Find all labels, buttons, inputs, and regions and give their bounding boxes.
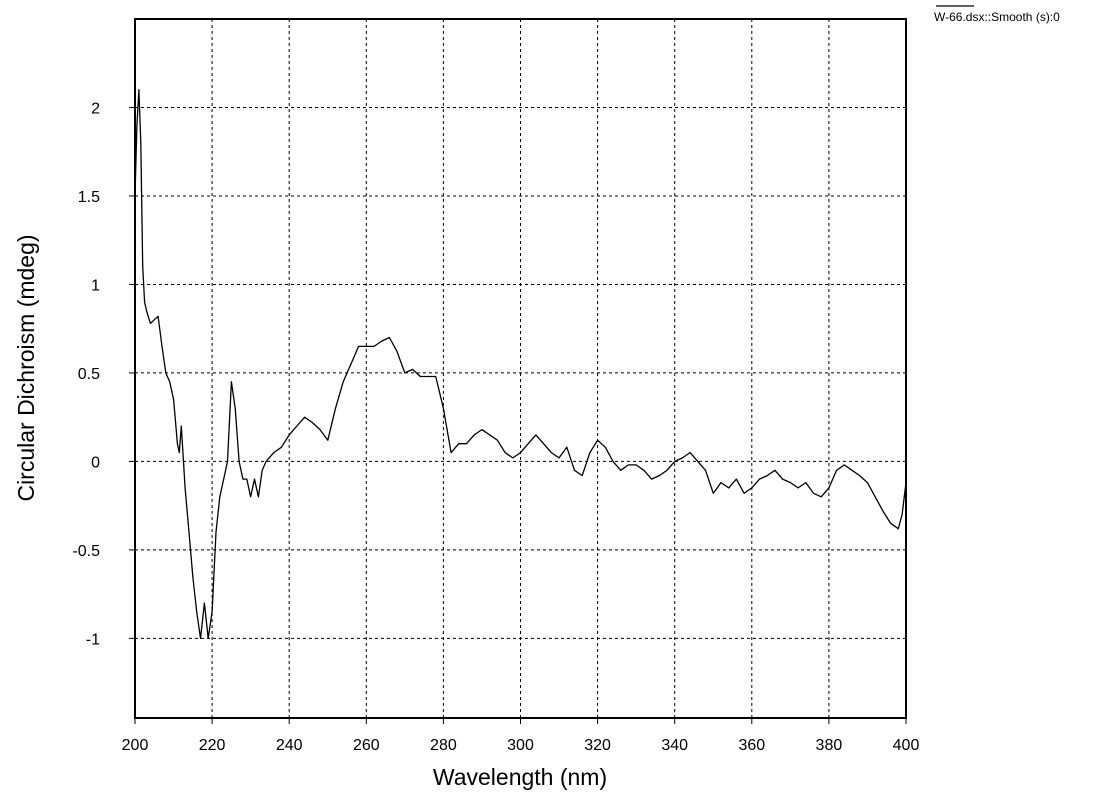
x-tick-label: 200: [122, 737, 149, 754]
y-tick-label: -0.5: [72, 543, 100, 560]
x-tick-label: 360: [738, 737, 765, 754]
x-tick-label: 320: [584, 737, 611, 754]
x-tick-label: 400: [893, 737, 920, 754]
x-tick-label: 340: [661, 737, 688, 754]
legend-series-label: W-66.dsx::Smooth (s):0: [934, 10, 1060, 24]
x-tick-label: 220: [199, 737, 226, 754]
x-tick-label: 260: [353, 737, 380, 754]
x-tick-label: 380: [816, 737, 843, 754]
y-tick-label: 0.5: [78, 366, 100, 383]
series-layer: [134, 89, 907, 640]
x-tick-label: 280: [430, 737, 457, 754]
x-tick-label: 300: [507, 737, 534, 754]
y-tick-label: 1: [91, 277, 100, 294]
x-axis-ticks: 200 220 240 260 280 300 320 340 360 380 400: [122, 718, 920, 754]
y-tick-label: 2: [91, 100, 100, 117]
y-axis-ticks: -1 -0.5 0 0.5 1 1.5 2: [72, 100, 135, 648]
y-tick-label: 1.5: [78, 189, 100, 206]
y-axis-title: Circular Dichroism (mdeg): [13, 234, 39, 501]
x-tick-label: 240: [276, 737, 303, 754]
x-axis-title: Wavelength (nm): [433, 764, 607, 790]
y-tick-label: -1: [86, 631, 100, 648]
grid-lines: [135, 19, 906, 718]
series-line-0: [134, 89, 907, 640]
legend: W-66.dsx::Smooth (s):0: [934, 5, 1060, 24]
y-tick-label: 0: [91, 454, 100, 471]
